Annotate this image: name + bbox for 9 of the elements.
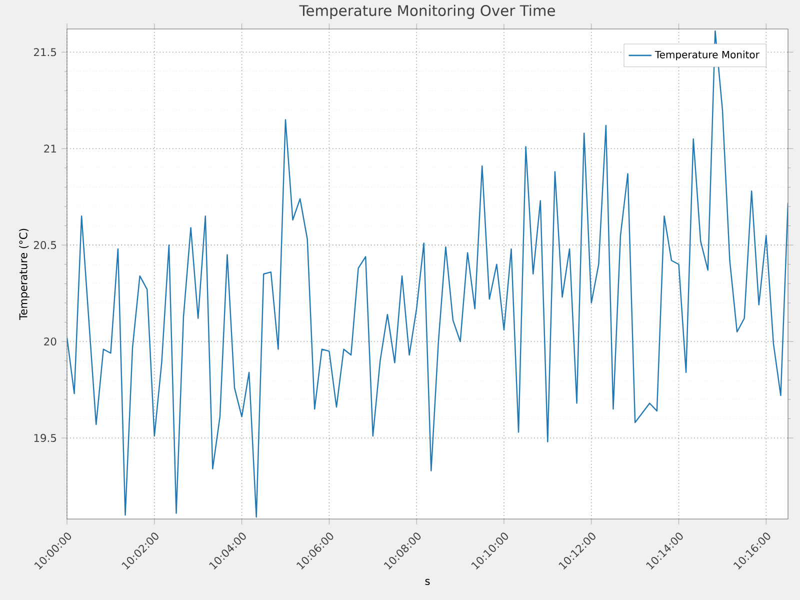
y-tick-label: 19.5 <box>34 434 56 442</box>
y-axis-title: Temperature (°C) <box>19 228 30 320</box>
y-tick-label: 20 <box>44 337 56 346</box>
y-tick-label: 20.5 <box>34 241 56 250</box>
y-tick-label: 21.5 <box>34 48 56 56</box>
chart-title: Temperature Monitoring Over Time <box>299 4 555 19</box>
y-tick-label: 21 <box>44 144 56 153</box>
legend-label: Temperature Monitor <box>654 50 760 60</box>
x-axis-title: s <box>425 578 430 586</box>
